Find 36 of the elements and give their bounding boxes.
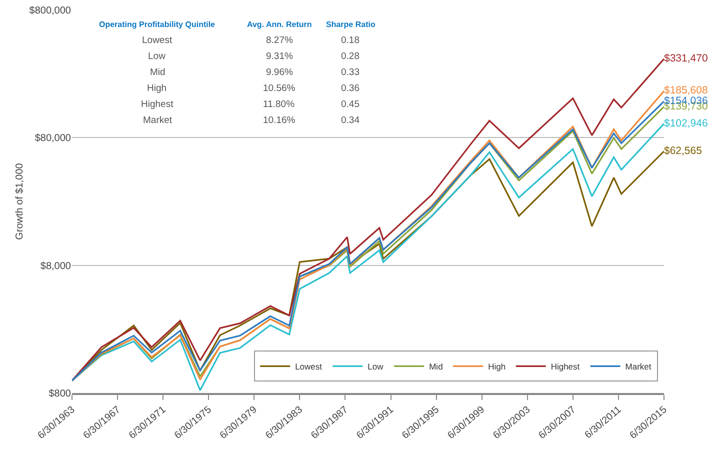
annotation: Mid	[150, 67, 166, 78]
annotation: Low	[148, 51, 166, 62]
annotation: Highest	[141, 99, 174, 110]
annotation: 0.45	[341, 99, 360, 110]
annotation: 8.27%	[266, 35, 294, 46]
data-label: $102,946	[664, 117, 708, 130]
annotation: 0.33	[341, 67, 360, 78]
legend-label: Mid	[429, 362, 444, 372]
legend-label: Market	[625, 362, 652, 372]
legend-label: Highest	[550, 362, 580, 372]
y-tick-label: $8,000	[40, 260, 72, 272]
annotation: 0.28	[341, 51, 360, 62]
annotation: 9.96%	[266, 67, 294, 78]
annotation: Operating Profitability Quintile	[99, 20, 216, 29]
annotation: High	[147, 83, 167, 94]
legend-label: Lowest	[295, 362, 323, 372]
annotation: Lowest	[142, 35, 172, 46]
annotation: 11.80%	[263, 99, 296, 110]
data-label: $331,470	[664, 52, 708, 64]
annotation: 0.36	[341, 83, 360, 94]
y-axis-title: Growth of $1,000	[14, 162, 26, 240]
legend-label: High	[488, 362, 506, 372]
y-tick-label: $800	[48, 388, 72, 400]
annotation: 10.56%	[263, 83, 296, 94]
annotation: 9.31%	[266, 51, 294, 62]
y-tick-label: $80,000	[34, 133, 72, 144]
annotation: 10.16%	[263, 115, 296, 126]
annotation: 0.18	[341, 35, 360, 46]
data-label: $62,565	[664, 144, 702, 157]
y-tick-label: $800,000	[29, 6, 72, 16]
data-label: $185,608	[664, 84, 708, 97]
legend-label: Low	[368, 362, 384, 372]
annotation: Avg. Ann. Return	[247, 20, 312, 29]
annotation: 0.34	[341, 115, 360, 126]
annotation: Market	[143, 115, 172, 126]
annotation: Sharpe Ratio	[326, 20, 376, 29]
